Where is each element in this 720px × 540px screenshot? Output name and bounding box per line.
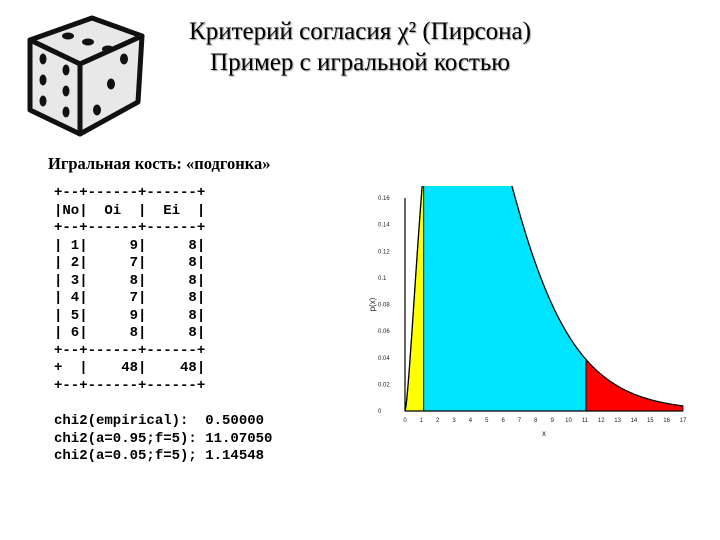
page-title: Критерий согласия χ² (Пирсона) Пример с …	[140, 16, 580, 78]
x-tick-label: 0	[403, 418, 407, 424]
table-border: +--+------+------+	[54, 220, 206, 236]
y-tick-label: 0.14	[378, 223, 390, 229]
y-tick-label: 0.04	[378, 356, 390, 362]
x-axis-label: x	[542, 429, 546, 438]
shaded-regions	[404, 186, 684, 412]
x-tick-label: 17	[680, 418, 687, 424]
x-tick-label: 1	[420, 418, 424, 424]
chi-square-density-chart: 0 1 2 3 4 5 6 7 8 9 10 11 12 13 14 15 16 1700.020.040.060…	[368, 186, 687, 438]
table-border: +--+------+------+	[54, 377, 206, 394]
table-row: | 3| 8| 8|	[54, 272, 206, 289]
x-tick-label: 14	[631, 418, 638, 424]
chi2-upper-critical: chi2(a=0.95;f=5): 11.07050	[54, 430, 273, 447]
y-tick-label: 0	[378, 409, 382, 415]
table-row: | 6| 8| 8|	[54, 325, 206, 341]
region-1	[423, 186, 587, 412]
title-line-1: Критерий согласия χ² (Пирсона)	[189, 18, 531, 45]
chi2-results: chi2(empirical): 0.50000 chi2(a=0.95;f=5…	[54, 413, 272, 466]
title-line-2: Пример с игральной костью	[210, 49, 510, 76]
table-row: | 5| 9| 8|	[54, 307, 206, 324]
table-total-row: + | 48| 48|	[54, 360, 206, 376]
x-tick-label: 7	[518, 418, 522, 424]
table-border: +--+------+------+	[54, 185, 206, 201]
x-tick-label: 8	[534, 418, 538, 424]
axis-ticks: 0 1 2 3 4 5 6 7 8 9 10 11 12 13 14 15 16 1700.020.040.060…	[378, 196, 687, 424]
table-row: | 4| 7| 8|	[54, 290, 206, 306]
y-tick-label: 0.16	[378, 196, 390, 202]
y-tick-label: 0.1	[378, 276, 387, 282]
x-tick-label: 2	[436, 418, 440, 424]
chi2-empirical: chi2(empirical): 0.50000	[54, 413, 265, 429]
table-row: | 1| 9| 8|	[54, 237, 206, 254]
y-tick-label: 0.08	[378, 303, 390, 309]
x-tick-label: 3	[452, 418, 456, 424]
x-tick-label: 11	[582, 418, 589, 424]
density-curve	[404, 186, 684, 412]
y-tick-label: 0.02	[378, 382, 390, 388]
x-tick-label: 13	[614, 418, 621, 424]
x-tick-label: 10	[565, 418, 572, 424]
y-axis-label: p(x)	[368, 297, 377, 311]
table-row: | 2| 7| 8|	[54, 255, 206, 271]
x-tick-label: 4	[469, 418, 473, 424]
table-border: +--+------+------+	[54, 342, 206, 359]
x-tick-label: 9	[551, 418, 555, 424]
x-tick-label: 12	[598, 418, 605, 424]
x-tick-label: 15	[647, 418, 654, 424]
table-header: |No| Oi | Ei |	[54, 202, 206, 219]
y-tick-label: 0.12	[378, 249, 390, 255]
frequency-table: +--+------+------+ |No| Oi | Ei | +--+--…	[54, 185, 205, 395]
chi2-lower-critical: chi2(a=0.05;f=5); 1.14548	[54, 448, 265, 464]
x-tick-label: 16	[663, 418, 670, 424]
dice-icon	[27, 15, 145, 137]
x-tick-label: 5	[485, 418, 489, 424]
section-subheading: Игральная кость: «подгонка»	[48, 154, 271, 173]
x-tick-label: 6	[501, 418, 505, 424]
y-tick-label: 0.06	[378, 329, 390, 335]
